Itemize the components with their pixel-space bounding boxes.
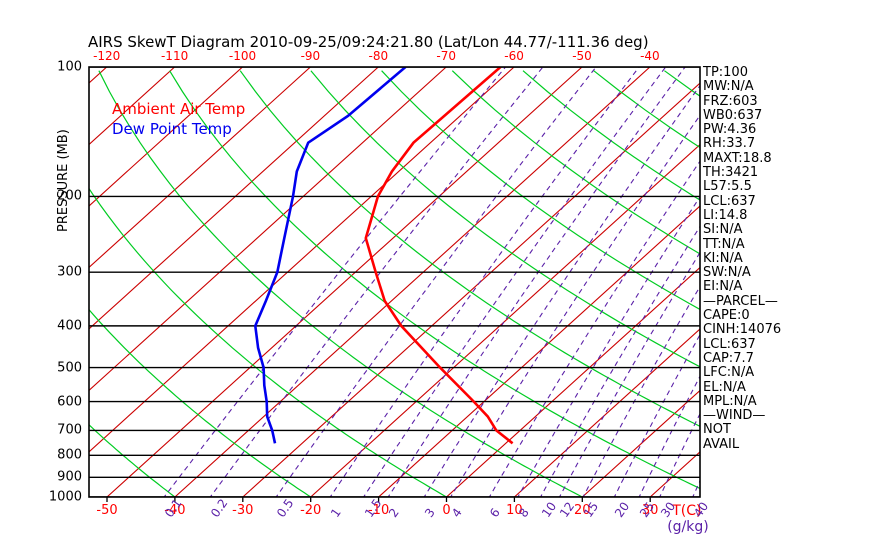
pressure-tick-800: 800 — [57, 447, 82, 463]
legend-dew-point-temp: Dew Point Temp — [112, 120, 232, 138]
stat-item: —WIND— — [703, 408, 766, 424]
pressure-tick-200: 200 — [57, 188, 82, 204]
page-title: AIRS SkewT Diagram 2010-09-25/09:24:21.8… — [88, 33, 649, 51]
stat-item: AVAIL — [703, 436, 740, 452]
stat-item: EI:N/A — [703, 279, 743, 295]
stat-item: KI:N/A — [703, 250, 743, 266]
x-axis-label-temp: T(C) — [672, 503, 702, 519]
bottom-temp-tick--10: -10 — [367, 503, 390, 518]
top-temp-tick--40: -40 — [640, 49, 660, 63]
stat-item: TP:100 — [703, 65, 748, 80]
stat-item: NOT — [703, 422, 731, 438]
stat-item: MAXT:18.8 — [703, 150, 772, 166]
stat-item: CINH:14076 — [703, 322, 782, 338]
stat-item: L57:5.5 — [703, 179, 752, 195]
stat-item: RH:33.7 — [703, 136, 756, 152]
stat-item: LI:14.8 — [703, 207, 748, 223]
bottom-temp-tick-30: 30 — [641, 503, 659, 518]
stats-panel: TP:100 MW:N/A FRZ:603 WB0:637 PW:4.36 RH:33.7… — [703, 65, 863, 452]
stat-item: LCL:637 — [703, 336, 756, 352]
stat-item: MPL:N/A — [703, 393, 757, 409]
stat-item: EL:N/A — [703, 379, 746, 395]
bottom-temp-tick--40: -40 — [164, 503, 186, 518]
stat-item: FRZ:603 — [703, 93, 758, 109]
bottom-temp-tick--30: -30 — [232, 503, 254, 518]
pressure-tick-1000: 1000 — [48, 489, 82, 505]
bottom-temp-tick-20: 20 — [574, 503, 591, 518]
pressure-tick-600: 600 — [57, 394, 82, 410]
pressure-tick-400: 400 — [57, 318, 82, 334]
stat-item: —PARCEL— — [703, 293, 778, 309]
bottom-temp-tick-0: 0 — [442, 503, 451, 518]
top-temp-tick--80: -80 — [368, 49, 389, 63]
stat-item: CAPE:0 — [703, 308, 750, 324]
y-axis-label: PRESSURE (MB) — [56, 129, 71, 232]
pressure-tick-700: 700 — [57, 422, 82, 438]
top-temp-tick--50: -50 — [572, 49, 592, 63]
pressure-tick-900: 900 — [57, 469, 82, 485]
stat-item: WB0:637 — [703, 107, 763, 123]
top-temp-tick--120: -120 — [93, 49, 121, 63]
bottom-temp-tick--50: -50 — [96, 503, 118, 518]
stat-item: TT:N/A — [703, 236, 745, 252]
legend-ambient-air-temp: Ambient Air Temp — [112, 100, 246, 118]
pressure-tick-300: 300 — [57, 264, 82, 280]
bottom-temp-tick--20: -20 — [300, 503, 322, 518]
top-temp-tick--70: -70 — [436, 49, 456, 63]
x-axis-label-mixing-ratio: (g/kg) — [667, 519, 709, 535]
stat-item: SI:N/A — [703, 222, 743, 238]
stat-item: LFC:N/A — [703, 365, 755, 381]
stat-item: SW:N/A — [703, 265, 751, 281]
stat-item: LCL:637 — [703, 193, 756, 209]
stat-item: CAP:7.7 — [703, 350, 754, 366]
top-temp-tick--60: -60 — [504, 49, 524, 63]
stat-item: MW:N/A — [703, 79, 754, 95]
pressure-tick-100: 100 — [57, 59, 82, 75]
top-temp-tick--110: -110 — [160, 49, 189, 63]
top-temp-tick--90: -90 — [300, 49, 321, 63]
top-temp-tick--100: -100 — [228, 49, 257, 63]
pressure-tick-500: 500 — [57, 360, 82, 376]
bottom-temp-tick-10: 10 — [506, 503, 523, 518]
stat-item: PW:4.36 — [703, 122, 757, 138]
stat-item: TH:3421 — [703, 165, 759, 181]
